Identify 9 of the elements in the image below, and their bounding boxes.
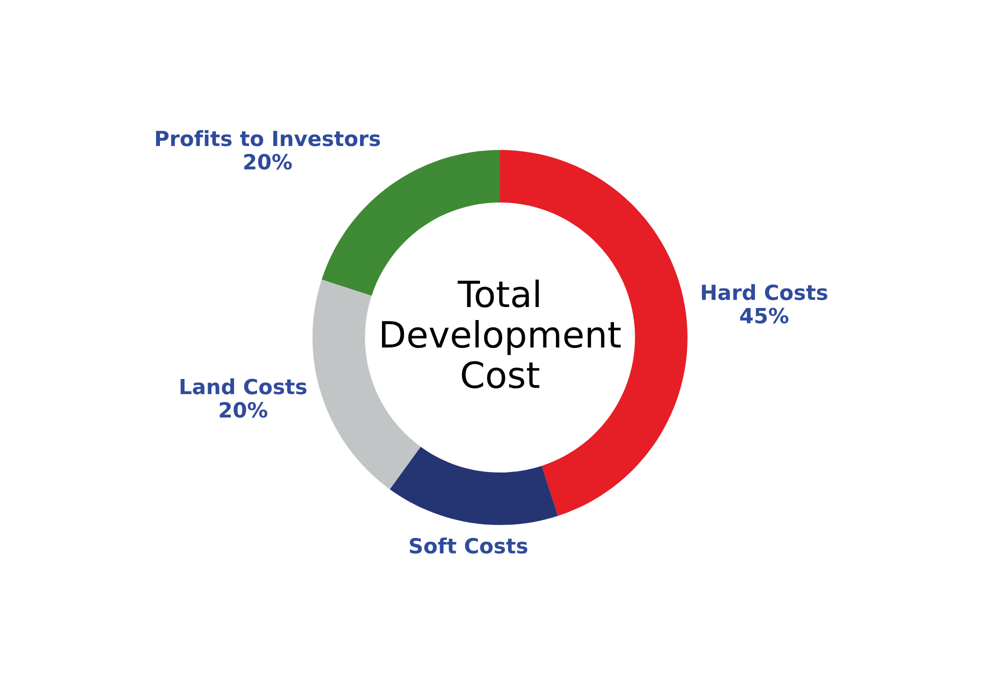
data-label: 20% <box>220 402 268 418</box>
text: Total Development Cost <box>382 280 621 388</box>
slice-label: Soft Costs <box>410 538 528 554</box>
data-label: 45% <box>740 308 788 324</box>
slice-label: Land Costs <box>180 378 306 394</box>
slice-label: Profits to Investors <box>156 130 380 146</box>
slice-label: Hard Costs <box>702 284 828 300</box>
donut-slice <box>390 446 558 525</box>
data-label: 20% <box>244 154 292 170</box>
